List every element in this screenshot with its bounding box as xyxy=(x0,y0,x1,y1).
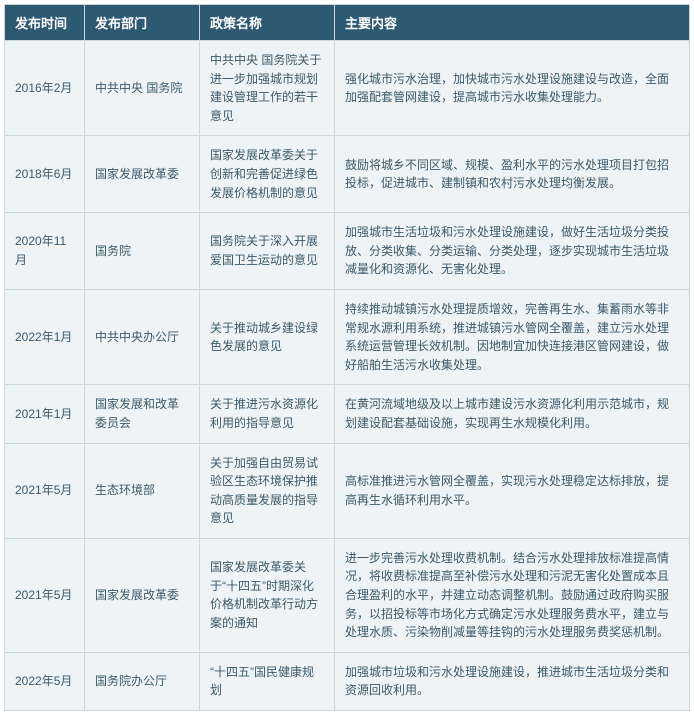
cell-time: 2016年2月 xyxy=(5,41,85,136)
cell-dept: 国务院办公厅 xyxy=(85,652,200,710)
cell-name: “十四五”国民健康规划 xyxy=(200,652,335,710)
policy-table: 发布时间 发布部门 政策名称 主要内容 2016年2月 中共中央 国务院 中共中… xyxy=(4,4,690,711)
cell-time: 2021年5月 xyxy=(5,538,85,652)
table-row: 2016年2月 中共中央 国务院 中共中央 国务院关于进一步加强城市规划建设管理… xyxy=(5,41,690,136)
table-row: 2021年1月 国家发展和改革委员会 关于推进污水资源化利用的指导意见 在黄河流… xyxy=(5,385,690,443)
cell-name: 关于推进污水资源化利用的指导意见 xyxy=(200,385,335,443)
table-row: 2018年6月 国家发展改革委 国家发展改革委关于创新和完善促进绿色发展价格机制… xyxy=(5,136,690,213)
cell-name: 国务院关于深入开展爱国卫生运动的意见 xyxy=(200,213,335,290)
cell-dept: 国家发展改革委 xyxy=(85,538,200,652)
table-body: 2016年2月 中共中央 国务院 中共中央 国务院关于进一步加强城市规划建设管理… xyxy=(5,41,690,711)
cell-content: 鼓励将城乡不同区域、规模、盈利水平的污水处理项目打包招投标，促进城市、建制镇和农… xyxy=(335,136,690,213)
cell-dept: 中共中央办公厅 xyxy=(85,289,200,384)
table-row: 2021年5月 生态环境部 关于加强自由贸易试验区生态环境保护推动高质量发展的指… xyxy=(5,443,690,538)
cell-dept: 生态环境部 xyxy=(85,443,200,538)
cell-dept: 中共中央 国务院 xyxy=(85,41,200,136)
table-row: 2022年1月 中共中央办公厅 关于推动城乡建设绿色发展的意见 持续推动城镇污水… xyxy=(5,289,690,384)
cell-dept: 国家发展和改革委员会 xyxy=(85,385,200,443)
cell-time: 2022年1月 xyxy=(5,289,85,384)
cell-dept: 国务院 xyxy=(85,213,200,290)
table-header-row: 发布时间 发布部门 政策名称 主要内容 xyxy=(5,5,690,41)
col-time: 发布时间 xyxy=(5,5,85,41)
cell-dept: 国家发展改革委 xyxy=(85,136,200,213)
cell-name: 中共中央 国务院关于进一步加强城市规划建设管理工作的若干意见 xyxy=(200,41,335,136)
table-row: 2021年5月 国家发展改革委 国家发展改革委关于“十四五”时期深化价格机制改革… xyxy=(5,538,690,652)
cell-content: 在黄河流域地级及以上城市建设污水资源化利用示范城市，规划建设配套基础设施，实现再… xyxy=(335,385,690,443)
cell-time: 2022年5月 xyxy=(5,652,85,710)
cell-time: 2018年6月 xyxy=(5,136,85,213)
cell-name: 国家发展改革委关于“十四五”时期深化价格机制改革行动方案的通知 xyxy=(200,538,335,652)
cell-content: 高标准推进污水管网全覆盖，实现污水处理稳定达标排放，提高再生水循环利用水平。 xyxy=(335,443,690,538)
col-content: 主要内容 xyxy=(335,5,690,41)
cell-content: 加强城市垃圾和污水处理设施建设，推进城市生活垃圾分类和资源回收利用。 xyxy=(335,652,690,710)
cell-content: 进一步完善污水处理收费机制。结合污水处理排放标准提高情况，将收费标准提高至补偿污… xyxy=(335,538,690,652)
table-row: 2020年11月 国务院 国务院关于深入开展爱国卫生运动的意见 加强城市生活垃圾… xyxy=(5,213,690,290)
cell-name: 关于推动城乡建设绿色发展的意见 xyxy=(200,289,335,384)
table-row: 2022年5月 国务院办公厅 “十四五”国民健康规划 加强城市垃圾和污水处理设施… xyxy=(5,652,690,710)
cell-time: 2021年5月 xyxy=(5,443,85,538)
cell-time: 2021年1月 xyxy=(5,385,85,443)
cell-content: 强化城市污水治理，加快城市污水处理设施建设与改造，全面加强配套管网建设，提高城市… xyxy=(335,41,690,136)
col-name: 政策名称 xyxy=(200,5,335,41)
cell-content: 持续推动城镇污水处理提质增效，完善再生水、集蓄雨水等非常规水源利用系统，推进城镇… xyxy=(335,289,690,384)
cell-time: 2020年11月 xyxy=(5,213,85,290)
col-dept: 发布部门 xyxy=(85,5,200,41)
cell-content: 加强城市生活垃圾和污水处理设施建设，做好生活垃圾分类投放、分类收集、分类运输、分… xyxy=(335,213,690,290)
cell-name: 关于加强自由贸易试验区生态环境保护推动高质量发展的指导意见 xyxy=(200,443,335,538)
cell-name: 国家发展改革委关于创新和完善促进绿色发展价格机制的意见 xyxy=(200,136,335,213)
